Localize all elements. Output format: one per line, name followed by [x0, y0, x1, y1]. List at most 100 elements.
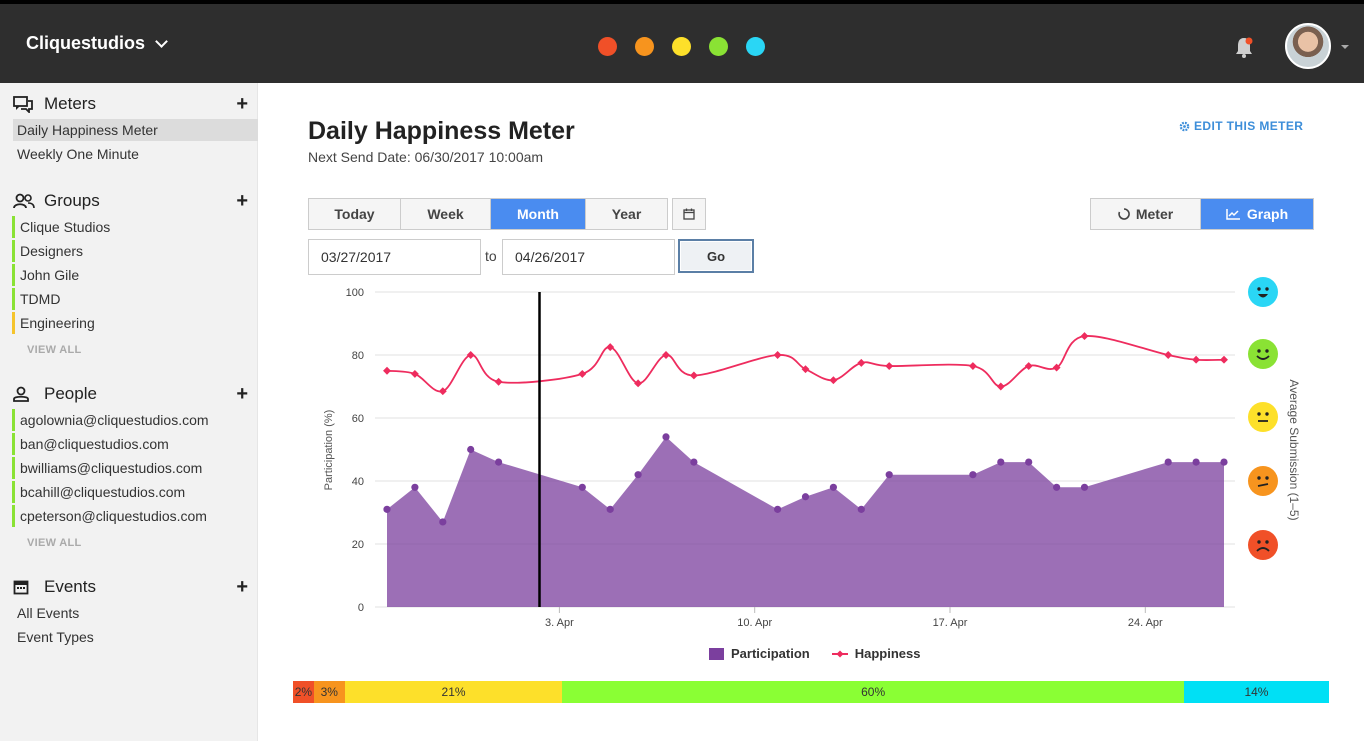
- participation-point: [439, 518, 447, 526]
- sidebar-section-groups: Groups +: [13, 190, 248, 212]
- calendar-icon: [683, 208, 695, 220]
- happiness-point: [996, 382, 1005, 391]
- caret-down-icon[interactable]: [1341, 45, 1349, 49]
- date-to-input[interactable]: [502, 239, 675, 275]
- y-tick-label: 100: [346, 287, 364, 299]
- sidebar-item-all-events[interactable]: All Events: [17, 605, 80, 621]
- y-tick-label: 0: [358, 602, 364, 614]
- happiness-point: [578, 369, 587, 378]
- sidebar-item-person[interactable]: bwilliams@cliquestudios.com: [12, 457, 257, 479]
- happiness-point: [1220, 355, 1228, 364]
- tab-graph[interactable]: Graph: [1201, 199, 1313, 229]
- tab-year[interactable]: Year: [611, 206, 642, 222]
- sidebar-section-meters: Meters +: [13, 93, 248, 115]
- participation-point: [634, 471, 642, 479]
- happiness-point: [885, 362, 894, 370]
- happiness-point: [829, 376, 838, 385]
- color-dot-red: [598, 37, 617, 56]
- tab-meter[interactable]: Meter: [1091, 199, 1202, 229]
- sidebar-item-group[interactable]: Engineering: [12, 312, 257, 334]
- add-group-button[interactable]: +: [236, 190, 248, 212]
- legend-item-participation[interactable]: Participation: [709, 646, 810, 661]
- legend-label: Happiness: [854, 646, 921, 661]
- chart-legend: Participation Happiness: [709, 646, 921, 661]
- add-event-button[interactable]: +: [236, 576, 248, 598]
- x-tick-label: 10. Apr: [737, 617, 772, 629]
- sidebar-item-group[interactable]: John Gile: [12, 264, 257, 286]
- tab-meter-label: Meter: [1135, 206, 1174, 222]
- color-dots: [598, 37, 765, 56]
- sidebar-section-title: Events: [44, 577, 96, 596]
- groups-view-all-link[interactable]: VIEW ALL: [27, 344, 82, 356]
- page-title: Daily Happiness Meter: [308, 117, 575, 145]
- go-button[interactable]: Go: [678, 239, 754, 273]
- bell-icon[interactable]: [1233, 35, 1255, 59]
- very-happy-face-icon: [1248, 277, 1278, 307]
- participation-point: [1053, 483, 1061, 491]
- participation-point: [383, 505, 391, 513]
- happiness-point: [634, 379, 643, 388]
- sidebar-item-event-types[interactable]: Event Types: [17, 629, 94, 645]
- x-tick-label: 24. Apr: [1128, 617, 1163, 629]
- participation-point: [1025, 458, 1033, 466]
- distribution-segment: 60%: [562, 681, 1184, 703]
- participation-point: [606, 505, 614, 513]
- happiness-point: [1080, 332, 1089, 341]
- sidebar-item-person[interactable]: cpeterson@cliquestudios.com: [12, 505, 257, 527]
- org-switcher[interactable]: Cliquestudios: [26, 33, 168, 54]
- legend-label: Participation: [731, 646, 810, 661]
- y-tick-label: 80: [352, 350, 364, 362]
- chat-icon: [13, 95, 35, 113]
- happiness-point: [466, 351, 475, 359]
- participation-point: [829, 483, 838, 491]
- sidebar-section-title: Meters: [44, 94, 96, 113]
- users-icon: [13, 192, 35, 210]
- edit-meter-link[interactable]: EDIT THIS METER: [1179, 119, 1303, 133]
- sidebar-item-group[interactable]: Clique Studios: [12, 216, 257, 238]
- participation-point: [1164, 458, 1172, 466]
- sidebar-item-group[interactable]: TDMD: [12, 288, 257, 310]
- sidebar-section-people: People +: [13, 383, 248, 405]
- happiness-point: [689, 371, 698, 380]
- sidebar-item-person[interactable]: ban@cliquestudios.com: [12, 433, 257, 455]
- avatar[interactable]: [1285, 23, 1331, 69]
- distribution-segment: 21%: [344, 681, 563, 703]
- top-bar: Cliquestudios: [0, 0, 1364, 83]
- sidebar-item-person[interactable]: agolownia@cliquestudios.com: [12, 409, 257, 431]
- sidebar-item-weekly-one-minute[interactable]: Weekly One Minute: [17, 146, 139, 162]
- date-to-separator: to: [485, 248, 497, 264]
- participation-point: [969, 471, 977, 479]
- calendar-button[interactable]: [672, 198, 706, 230]
- view-tabs: Meter Graph: [1090, 198, 1314, 230]
- sidebar-item-person[interactable]: bcahill@cliquestudios.com: [12, 481, 257, 503]
- participation-point: [662, 433, 670, 441]
- sidebar-item-daily-happiness-meter[interactable]: Daily Happiness Meter: [13, 119, 258, 141]
- tab-month[interactable]: Month: [491, 199, 586, 229]
- user-icon: [13, 385, 35, 403]
- happiness-line: [386, 335, 1225, 393]
- add-person-button[interactable]: +: [236, 383, 248, 405]
- participation-point: [578, 483, 586, 491]
- sidebar-item-group[interactable]: Designers: [12, 240, 257, 262]
- color-dot-cyan: [746, 37, 765, 56]
- tab-graph-label: Graph: [1246, 206, 1289, 222]
- happiness-point: [662, 351, 670, 359]
- participation-point: [1220, 458, 1228, 466]
- neutral-face-icon: [1248, 402, 1278, 432]
- date-from-input[interactable]: [308, 239, 481, 275]
- participation-point: [411, 483, 419, 491]
- legend-item-happiness[interactable]: Happiness: [831, 646, 921, 661]
- gear-icon: [1179, 121, 1190, 131]
- meter-icon: [1118, 208, 1130, 220]
- tab-today[interactable]: Today: [309, 199, 401, 229]
- tab-week[interactable]: Week: [401, 199, 491, 229]
- happiness-point: [1164, 351, 1173, 359]
- color-dot-yellow: [672, 37, 691, 56]
- y-axis-label-right: Average Submission (1–5): [1287, 379, 1301, 520]
- people-view-all-link[interactable]: VIEW ALL: [27, 537, 82, 549]
- color-dot-green: [709, 37, 728, 56]
- add-meter-button[interactable]: +: [236, 93, 248, 115]
- y-axis-label: Participation (%): [323, 410, 335, 491]
- participation-point: [1192, 458, 1200, 466]
